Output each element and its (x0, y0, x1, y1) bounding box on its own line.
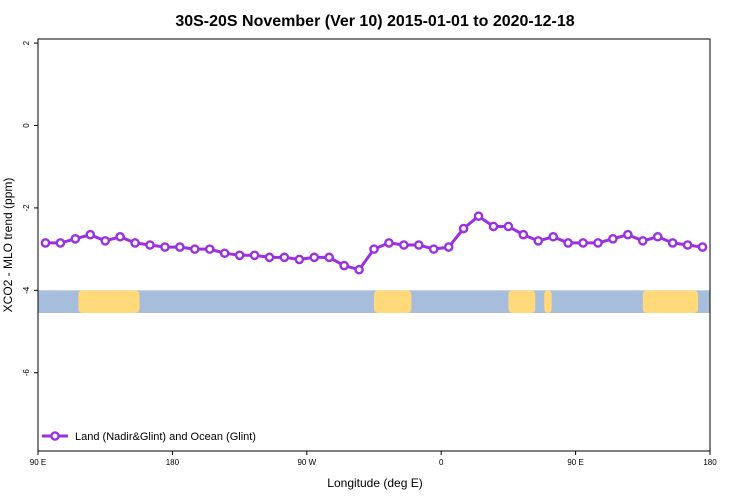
map-land-0 (78, 290, 140, 313)
data-point (608, 234, 618, 244)
data-point (399, 240, 409, 250)
data-point (309, 252, 320, 263)
data-point (428, 244, 439, 254)
legend-label: Land (Nadir&Glint) and Ocean (Glint) (75, 431, 256, 443)
data-point (189, 244, 200, 254)
data-point (458, 223, 469, 234)
x-axis-ticks: 90 E 180 90 W 0 90 E 180 (30, 451, 717, 467)
data-layer (40, 211, 708, 275)
map-strip (38, 290, 710, 313)
data-point (175, 242, 185, 252)
data-point (548, 231, 559, 242)
data-point (697, 242, 708, 252)
legend-marker-swatch (50, 431, 60, 441)
y-axis-label: XCO2 - MLO trend (ppm) (1, 178, 15, 313)
x-tick-label: 0 (439, 458, 444, 467)
data-point (623, 229, 633, 240)
data-point (682, 240, 693, 250)
data-point (145, 240, 155, 250)
data-point (593, 238, 603, 248)
data-point (413, 240, 424, 250)
data-point (70, 234, 81, 244)
data-point (384, 238, 394, 248)
data-point (40, 238, 51, 248)
data-point (354, 264, 364, 275)
x-tick-label: 90 E (567, 458, 583, 467)
data-point (369, 244, 379, 254)
map-land-3 (544, 290, 552, 313)
data-point (115, 231, 125, 242)
x-axis-label: Longitude (deg E) (327, 476, 422, 490)
chart-title: 30S-20S November (Ver 10) 2015-01-01 to … (175, 13, 574, 30)
x-tick-label: 180 (703, 458, 717, 467)
y-tick-label: -2 (22, 204, 31, 212)
data-point (638, 236, 648, 246)
data-point (652, 231, 663, 242)
series-line (45, 214, 703, 272)
data-point (503, 221, 514, 232)
plot-frame (37, 38, 711, 452)
data-point (219, 248, 230, 259)
legend: Land (Nadir&Glint) and Ocean (Glint) (42, 431, 256, 443)
data-point (130, 238, 140, 248)
y-tick-label: 0 (22, 123, 31, 128)
data-point (339, 260, 349, 271)
data-point (667, 238, 678, 248)
y-tick-label: 2 (22, 40, 31, 45)
data-point (294, 254, 305, 265)
y-tick-label: -4 (22, 286, 31, 294)
x-tick-label: 180 (166, 458, 180, 467)
data-point (160, 242, 170, 252)
x-tick-label: 90 E (30, 458, 46, 467)
data-point (100, 236, 110, 246)
data-point (55, 238, 66, 248)
data-point (324, 252, 335, 263)
data-point (533, 236, 544, 246)
data-point (85, 229, 96, 240)
x-tick-label: 90 W (297, 458, 316, 467)
data-point (518, 229, 529, 240)
data-point (488, 221, 499, 232)
data-point (443, 242, 454, 252)
data-point (578, 238, 588, 248)
map-land-2 (508, 290, 536, 313)
data-point (264, 252, 275, 263)
map-land-1 (374, 290, 412, 313)
map-land-4 (642, 290, 699, 313)
data-point (249, 250, 260, 261)
data-point (473, 211, 484, 221)
data-point (563, 238, 573, 248)
data-point (279, 252, 290, 263)
data-point (234, 250, 245, 261)
data-point (204, 244, 215, 254)
y-tick-label: -6 (22, 369, 31, 377)
y-axis-ticks: 2 0 -2 -4 -6 (22, 40, 38, 376)
